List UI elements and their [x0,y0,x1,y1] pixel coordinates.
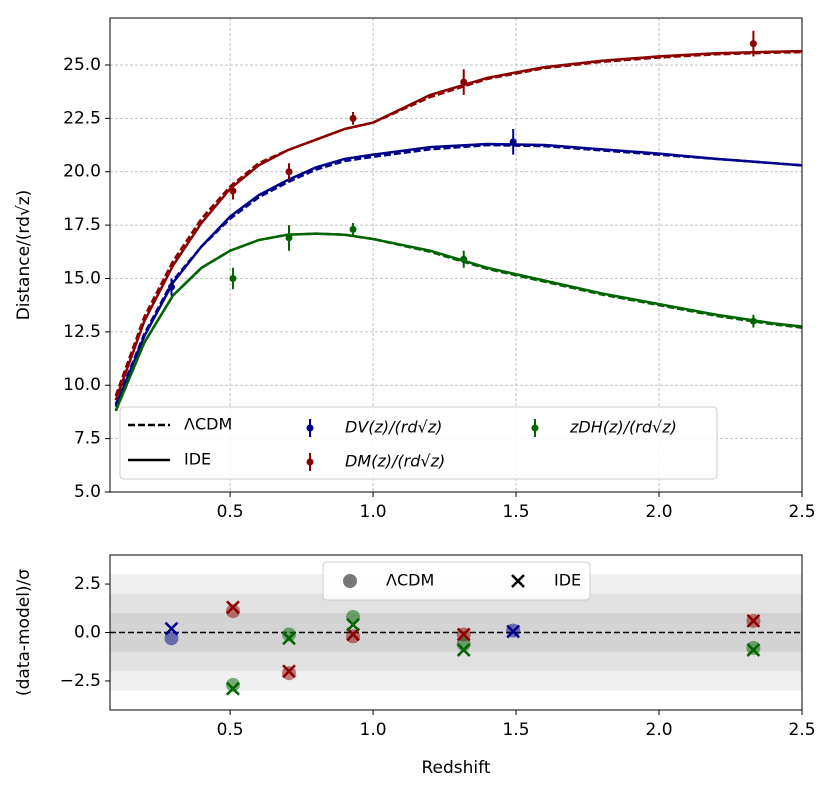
model-curve [114,232,802,412]
y-tick-label: 15.0 [63,268,101,288]
x-tick-label: 2.5 [788,720,815,740]
x-axis-label: Redshift [421,758,490,778]
residual-cross [746,643,761,657]
legend-label: zDH(z)/(rd√z) [569,418,677,437]
y-tick-label: 2.5 [74,574,101,594]
model-curve [114,49,802,401]
model-curve [114,142,802,408]
y-tick-label: 10.0 [63,375,101,395]
data-point [285,168,293,176]
residual-cross [506,624,521,639]
y-tick-label: 0.0 [74,623,101,643]
data-point [229,187,237,195]
data-point [167,283,175,291]
x-tick-label: 1.0 [360,502,387,522]
y-tick-label: 22.5 [63,108,101,128]
y-tick-label: 7.5 [74,429,101,449]
residual-point [746,641,761,655]
residual-cross [164,621,179,636]
x-tick-label: 2.0 [646,720,673,740]
data-point [509,138,517,146]
y-tick-label: 12.5 [63,322,101,342]
y-tick-label: 5.0 [74,482,101,502]
legend-label: ΛCDM [386,571,434,590]
legend-box [119,406,718,480]
x-tick-label: 0.5 [217,502,244,522]
data-point [460,78,468,86]
residual-point [225,677,240,692]
legend-marker [343,574,357,588]
plot-area [114,30,802,412]
residual-point [225,604,240,619]
x-tick-label: 2.5 [788,502,815,522]
model-curve [114,50,802,397]
data-point [749,317,757,325]
x-tick-label: 1.0 [360,720,387,740]
model-curve [114,143,802,405]
y-tick-label: −2.5 [60,671,101,691]
data-point [285,234,293,242]
legend-label: ΛCDM [184,415,232,434]
y-axis-label: Distance/(rd√z) [14,190,34,321]
residual-point [282,666,297,681]
data-point [460,255,468,263]
residual-point [346,629,361,644]
x-tick-label: 1.5 [503,502,530,522]
residual-point [282,627,297,642]
y-axis-label: (data-model)/σ [14,569,34,696]
data-point [349,114,357,122]
x-tick-label: 0.5 [217,720,244,740]
residual-cross [226,681,240,696]
residual-cross [282,631,296,646]
legend-marker [306,458,314,466]
legend-marker [531,424,539,432]
legend-label: IDE [554,571,581,590]
legend-box [322,561,591,601]
axes-frame [109,554,803,711]
residual-cross [456,627,471,642]
legend-label: IDE [184,450,211,469]
legend-label: DV(z)/(rd√z) [345,418,442,437]
data-point [349,225,357,233]
residual-cross [746,613,761,628]
residual-cross [346,617,360,632]
residual-cross [282,664,296,679]
axes-frame [109,17,803,493]
data-point [229,274,237,282]
residual-cross [456,643,471,657]
residual-cross [226,600,240,615]
legend-marker [306,424,314,432]
legend-marker [511,574,525,588]
residual-point [164,631,179,646]
legend-label: DM(z)/(rd√z) [345,452,445,471]
x-tick-label: 1.5 [503,720,530,740]
y-tick-label: 17.5 [63,215,101,235]
y-tick-label: 25.0 [63,55,101,75]
x-tick-label: 2.0 [646,502,673,522]
data-point [749,40,757,48]
y-tick-label: 20.0 [63,162,101,182]
residual-point [346,610,361,624]
